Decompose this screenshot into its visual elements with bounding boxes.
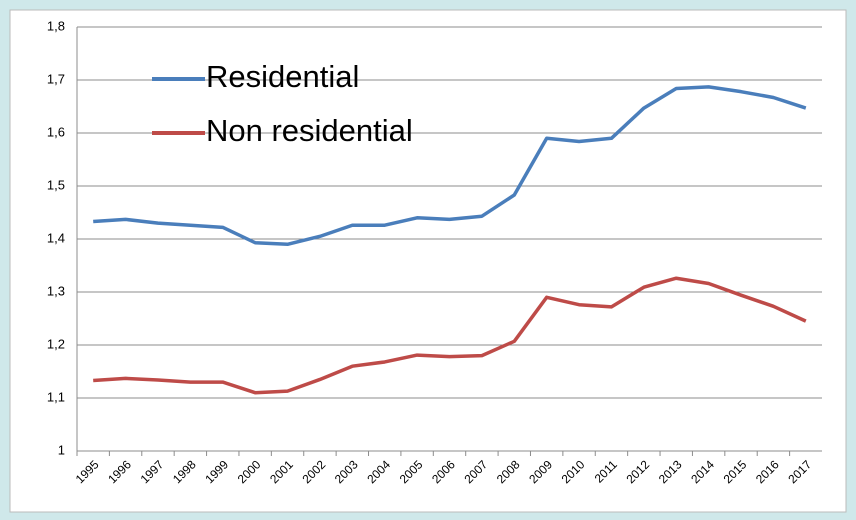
y-tick-label: 1,7 <box>47 71 65 86</box>
chart-area <box>9 9 847 513</box>
legend-label: Non residential <box>206 113 413 148</box>
legend-label: Residential <box>206 59 359 94</box>
y-tick-label: 1,3 <box>47 283 65 298</box>
y-tick-label: 1,5 <box>47 177 65 192</box>
series-line <box>93 85 807 247</box>
y-tick-label: 1,6 <box>47 124 65 139</box>
y-tick-label: 1,1 <box>47 389 65 404</box>
y-tick-label: 1,8 <box>47 18 65 33</box>
y-tick-label: 1,2 <box>47 336 65 351</box>
y-tick-label: 1 <box>58 442 65 457</box>
y-tick-label: 1,4 <box>47 230 65 245</box>
series-line <box>93 276 807 395</box>
